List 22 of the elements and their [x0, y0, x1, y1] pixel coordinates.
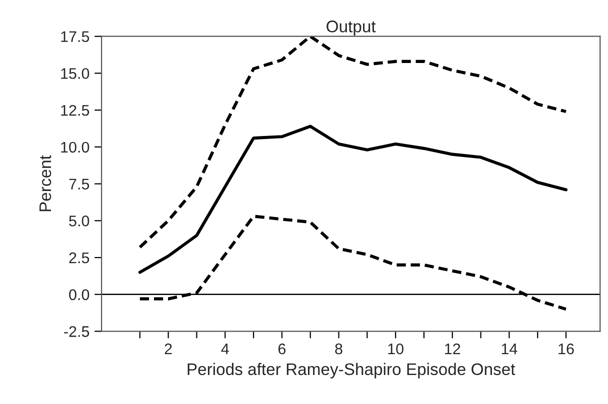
y-tick-label: 7.5 — [69, 178, 90, 190]
line-series — [138, 124, 568, 274]
y-tick-label: 5.0 — [69, 216, 90, 226]
x-tick-label: 10 — [388, 343, 404, 354]
x-tick-label: 16 — [558, 343, 574, 354]
x-tick-label: 6 — [278, 343, 286, 354]
y-tick-label: 15.0 — [61, 68, 90, 79]
line-series — [138, 36, 568, 249]
x-tick-label: 14 — [502, 344, 518, 354]
y-tick-label: 12.5 — [61, 104, 90, 116]
chart-title: Output — [326, 20, 376, 36]
y-tick-label: 2.5 — [69, 252, 90, 264]
y-tick-label: 17.5 — [61, 31, 90, 42]
y-tick-label: 10.0 — [61, 142, 90, 153]
x-axis-title: Periods after Ramey-Shapiro Episode Onset — [188, 362, 516, 378]
x-tick-label: 4 — [221, 344, 229, 354]
x-tick-label: 8 — [335, 343, 342, 354]
y-axis-title: Percent — [40, 155, 52, 212]
y-tick-label: -2.5 — [64, 326, 90, 337]
x-tick-label: 12 — [445, 343, 460, 354]
y-tick-label: 0.0 — [69, 289, 90, 300]
x-tick-label: 2 — [164, 343, 172, 354]
